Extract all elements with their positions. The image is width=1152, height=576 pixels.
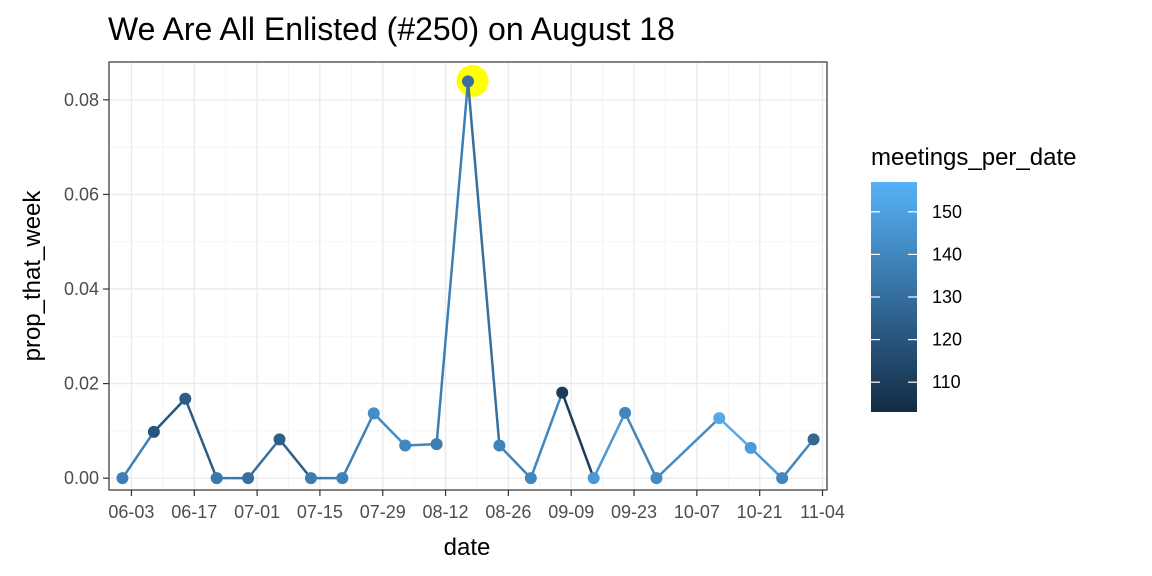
y-tick-label: 0.00 xyxy=(64,468,99,488)
data-point xyxy=(587,472,600,485)
panel-border xyxy=(108,61,828,491)
x-tick-label: 06-17 xyxy=(171,502,217,522)
major-gridlines xyxy=(109,62,827,490)
legend-tick-label: 150 xyxy=(932,202,962,222)
line-segment xyxy=(560,391,595,480)
data-point xyxy=(744,441,757,454)
data-point xyxy=(367,407,380,420)
legend-title: meetings_per_date xyxy=(871,144,1076,171)
line-segment xyxy=(246,438,281,480)
data-point xyxy=(776,472,789,485)
legend-tick-label: 110 xyxy=(932,372,961,392)
data-point xyxy=(556,386,569,399)
data-point xyxy=(336,472,349,485)
x-tick-label: 06-03 xyxy=(108,502,154,522)
line-segment xyxy=(372,412,407,447)
line-segment xyxy=(466,80,501,447)
x-tick-label: 10-21 xyxy=(737,502,783,522)
minor-gridlines xyxy=(109,62,827,490)
color-legend: meetings_per_date 110 120 130 140 150 xyxy=(871,144,1076,412)
line-segment xyxy=(498,444,533,480)
line-segment xyxy=(341,412,376,480)
data-point xyxy=(430,438,443,451)
y-tick-label: 0.04 xyxy=(64,279,99,299)
y-axis: 0.00 0.02 0.04 0.06 0.08 xyxy=(64,90,109,488)
data-point xyxy=(210,472,223,485)
x-tick-label: 08-26 xyxy=(485,502,531,522)
legend-ticks: 110 120 130 140 150 xyxy=(871,202,962,392)
y-axis-title: prop_that_week xyxy=(19,190,46,362)
series-layer xyxy=(116,64,820,485)
line-segment xyxy=(592,411,627,480)
line-segment xyxy=(749,446,784,480)
line-segment xyxy=(435,80,470,446)
legend-tick-label: 140 xyxy=(932,244,962,264)
x-tick-label: 09-23 xyxy=(611,502,657,522)
data-point xyxy=(462,75,474,88)
line-segment xyxy=(184,397,218,480)
data-point xyxy=(179,392,192,405)
data-point xyxy=(524,472,537,485)
line-segment xyxy=(718,416,752,450)
chart-title: We Are All Enlisted (#250) on August 18 xyxy=(108,11,675,47)
line-segment xyxy=(529,391,564,480)
x-tick-label: 10-07 xyxy=(674,502,720,522)
data-point xyxy=(242,472,255,485)
legend-tick-label: 130 xyxy=(932,287,962,307)
line-segment xyxy=(121,430,156,480)
y-tick-label: 0.08 xyxy=(64,90,99,110)
data-point xyxy=(807,433,820,446)
data-point xyxy=(619,406,632,419)
data-point xyxy=(147,425,160,438)
x-tick-label: 08-12 xyxy=(423,502,469,522)
y-tick-label: 0.06 xyxy=(64,184,99,204)
y-tick-label: 0.02 xyxy=(64,374,99,394)
x-tick-label: 07-01 xyxy=(234,502,280,522)
data-point xyxy=(116,472,129,485)
line-segment xyxy=(655,416,721,480)
data-point xyxy=(273,433,286,446)
line-segment xyxy=(780,438,815,480)
line-segment xyxy=(278,438,313,480)
x-axis: 06-03 06-17 07-01 07-15 07-29 08-12 08-26 09-09… xyxy=(108,490,845,522)
data-point xyxy=(713,412,726,425)
x-tick-label: 07-15 xyxy=(297,502,343,522)
x-tick-label: 07-29 xyxy=(360,502,406,522)
x-axis-title: date xyxy=(444,534,491,561)
line-segment xyxy=(623,411,658,480)
x-tick-label: 09-09 xyxy=(548,502,594,522)
data-point xyxy=(650,472,663,485)
data-point xyxy=(399,439,412,452)
data-point xyxy=(493,439,506,452)
x-tick-label: 11-04 xyxy=(800,502,845,522)
data-point xyxy=(304,472,317,485)
line-segment xyxy=(152,397,187,434)
legend-tick-label: 120 xyxy=(932,330,962,350)
